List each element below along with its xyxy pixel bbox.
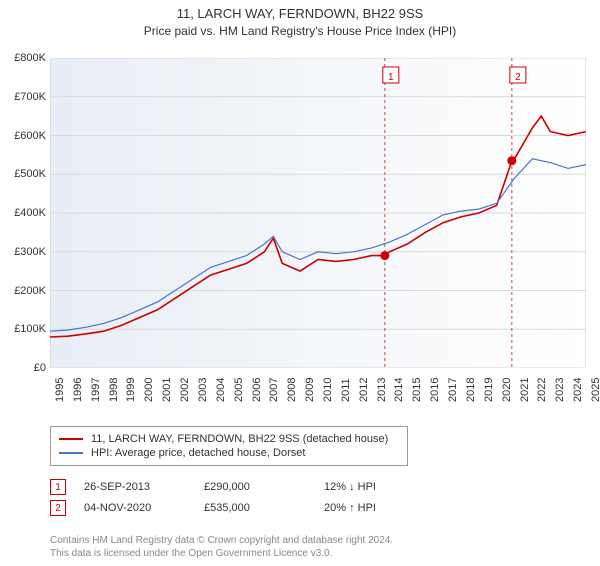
x-tick-label: 1995: [54, 378, 66, 402]
transaction-marker-box: 2: [50, 500, 66, 516]
x-tick-label: 1996: [72, 378, 84, 402]
x-tick-label: 2016: [429, 378, 441, 402]
svg-text:1: 1: [388, 72, 394, 83]
transaction-date: 26-SEP-2013: [84, 481, 204, 493]
footnote: Contains HM Land Registry data © Crown c…: [50, 534, 393, 560]
legend: 11, LARCH WAY, FERNDOWN, BH22 9SS (detac…: [50, 426, 408, 466]
x-tick-label: 2011: [340, 378, 352, 402]
transactions-table: 1 26-SEP-2013£290,00012% ↓ HPI 2 04-NOV-202…: [50, 474, 444, 521]
transaction-row: 2 04-NOV-2020£535,00020% ↑ HPI: [50, 500, 444, 516]
x-tick-label: 2001: [161, 378, 173, 402]
transaction-price: £535,000: [204, 502, 324, 514]
svg-text:2: 2: [515, 72, 521, 83]
y-tick-label: £800K: [14, 52, 46, 64]
chart-title: 11, LARCH WAY, FERNDOWN, BH22 9SS: [0, 6, 600, 21]
transaction-price: £290,000: [204, 481, 324, 493]
x-tick-label: 2002: [179, 378, 191, 402]
chart-plot-area: 12: [50, 58, 586, 368]
x-tick-label: 2006: [251, 378, 263, 402]
y-axis: £0£100K£200K£300K£400K£500K£600K£700K£80…: [0, 58, 50, 368]
y-tick-label: £0: [34, 362, 46, 374]
transaction-marker-box: 1: [50, 479, 66, 495]
x-tick-label: 2025: [590, 378, 600, 402]
x-tick-label: 2015: [411, 378, 423, 402]
x-tick-label: 2024: [572, 378, 584, 402]
chart-subtitle: Price paid vs. HM Land Registry's House …: [0, 24, 600, 38]
transaction-date: 04-NOV-2020: [84, 502, 204, 514]
x-tick-label: 2022: [536, 378, 548, 402]
x-tick-label: 2009: [304, 378, 316, 402]
y-tick-label: £700K: [14, 91, 46, 103]
x-tick-label: 2013: [376, 378, 388, 402]
x-axis: 1995 1996 1997 1998 1999 2000 2001 2002 2003 2004…: [50, 368, 586, 428]
legend-item: 11, LARCH WAY, FERNDOWN, BH22 9SS (detac…: [59, 433, 399, 445]
legend-label: HPI: Average price, detached house, Dors…: [91, 447, 305, 459]
x-tick-label: 1998: [108, 378, 120, 402]
transaction-delta: 20% ↑ HPI: [324, 502, 444, 514]
legend-item: HPI: Average price, detached house, Dors…: [59, 447, 399, 459]
y-tick-label: £100K: [14, 323, 46, 335]
y-tick-label: £300K: [14, 246, 46, 258]
x-tick-label: 2014: [393, 378, 405, 402]
x-tick-label: 1997: [90, 378, 102, 402]
transaction-delta: 12% ↓ HPI: [324, 481, 444, 493]
footnote-line1: Contains HM Land Registry data © Crown c…: [50, 534, 393, 547]
x-tick-label: 2008: [286, 378, 298, 402]
y-tick-label: £200K: [14, 285, 46, 297]
x-tick-label: 2007: [268, 378, 280, 402]
footnote-line2: This data is licensed under the Open Gov…: [50, 547, 393, 560]
x-tick-label: 2003: [197, 378, 209, 402]
x-tick-label: 2019: [483, 378, 495, 402]
x-tick-label: 2012: [358, 378, 370, 402]
x-tick-label: 2017: [447, 378, 459, 402]
x-tick-label: 2010: [322, 378, 334, 402]
x-tick-label: 2004: [215, 378, 227, 402]
x-tick-label: 2005: [233, 378, 245, 402]
y-tick-label: £400K: [14, 207, 46, 219]
x-tick-label: 2020: [501, 378, 513, 402]
legend-swatch: [59, 452, 83, 454]
x-tick-label: 1999: [125, 378, 137, 402]
y-tick-label: £500K: [14, 168, 46, 180]
transaction-row: 1 26-SEP-2013£290,00012% ↓ HPI: [50, 479, 444, 495]
x-tick-label: 2018: [465, 378, 477, 402]
x-tick-label: 2023: [554, 378, 566, 402]
legend-label: 11, LARCH WAY, FERNDOWN, BH22 9SS (detac…: [91, 433, 388, 445]
chart-svg: 12: [50, 58, 586, 368]
x-tick-label: 2000: [143, 378, 155, 402]
y-tick-label: £600K: [14, 130, 46, 142]
legend-swatch: [59, 438, 83, 440]
x-tick-label: 2021: [519, 378, 531, 402]
